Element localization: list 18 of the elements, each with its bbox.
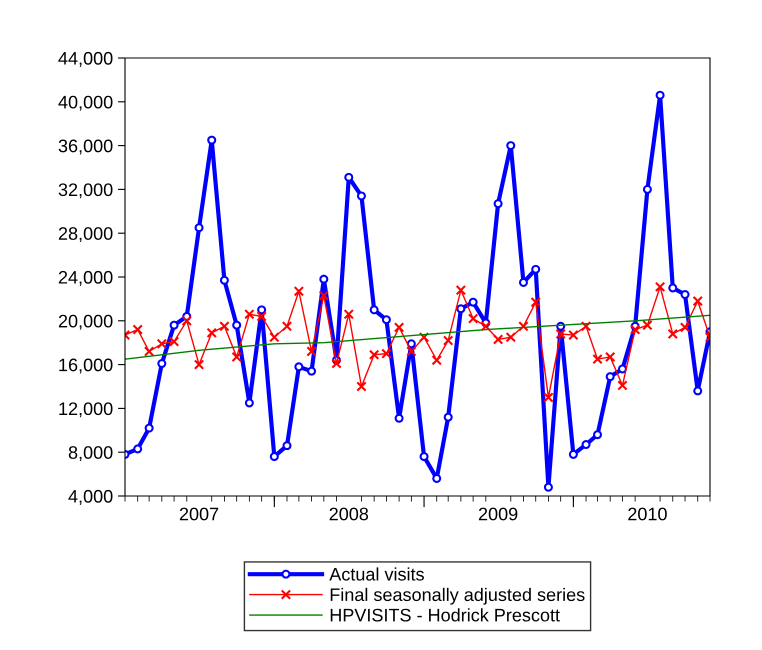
y-tick-label: 12,000 [59,402,112,418]
y-tick-label: 24,000 [58,270,112,286]
y-tick-label: 28,000 [58,227,112,242]
legend-label: Actual visits [329,567,424,581]
y-tick-label: 8,000 [68,446,112,462]
y-tick-label: 36,000 [58,140,112,154]
y-tick-label: 4,000 [68,490,112,505]
x-tick-label: 2008 [330,508,368,520]
y-tick-label: 20,000 [58,314,112,330]
x-tick-label: 2009 [478,508,518,520]
y-tick-label: 32,000 [58,183,112,198]
y-tick-label: 40,000 [58,96,112,111]
legend-label: Final seasonally adjusted series [330,588,585,605]
x-tick-label: 2010 [628,508,667,520]
y-tick-label: 44,000 [58,52,112,67]
legend-label: HPVISITS - Hodrick Prescott [330,608,560,622]
x-tick-label: 2007 [180,508,218,520]
y-tick-label: 16,000 [59,358,112,374]
